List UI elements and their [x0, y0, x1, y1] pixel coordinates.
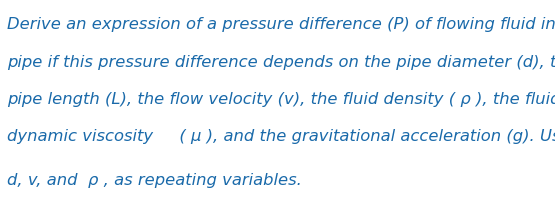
Text: pipe if this pressure difference depends on the pipe diameter (d), the: pipe if this pressure difference depends…: [7, 54, 555, 69]
Text: d, v, and  ρ , as repeating variables.: d, v, and ρ , as repeating variables.: [7, 172, 301, 187]
Text: pipe length (L), the flow velocity (v), the fluid density ( ρ ), the fluid: pipe length (L), the flow velocity (v), …: [7, 91, 555, 106]
Text: Derive an expression of a pressure difference (P) of flowing fluid in a: Derive an expression of a pressure diffe…: [7, 17, 555, 32]
Text: dynamic viscosity     ( μ ), and the gravitational acceleration (g). Use: dynamic viscosity ( μ ), and the gravita…: [7, 129, 555, 143]
